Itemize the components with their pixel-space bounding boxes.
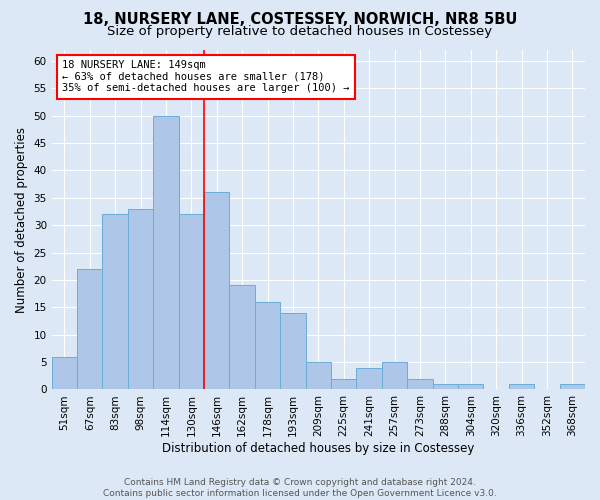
Bar bbox=[229, 286, 255, 390]
Bar bbox=[356, 368, 382, 390]
Bar bbox=[204, 192, 229, 390]
Y-axis label: Number of detached properties: Number of detached properties bbox=[15, 126, 28, 312]
Bar bbox=[458, 384, 484, 390]
Bar bbox=[128, 209, 153, 390]
Bar bbox=[331, 378, 356, 390]
X-axis label: Distribution of detached houses by size in Costessey: Distribution of detached houses by size … bbox=[162, 442, 475, 455]
Text: 18, NURSERY LANE, COSTESSEY, NORWICH, NR8 5BU: 18, NURSERY LANE, COSTESSEY, NORWICH, NR… bbox=[83, 12, 517, 28]
Text: Size of property relative to detached houses in Costessey: Size of property relative to detached ho… bbox=[107, 25, 493, 38]
Bar bbox=[407, 378, 433, 390]
Bar bbox=[560, 384, 585, 390]
Bar bbox=[103, 214, 128, 390]
Bar bbox=[179, 214, 204, 390]
Bar bbox=[77, 269, 103, 390]
Text: Contains HM Land Registry data © Crown copyright and database right 2024.
Contai: Contains HM Land Registry data © Crown c… bbox=[103, 478, 497, 498]
Bar bbox=[153, 116, 179, 390]
Bar bbox=[509, 384, 534, 390]
Bar bbox=[382, 362, 407, 390]
Text: 18 NURSERY LANE: 149sqm
← 63% of detached houses are smaller (178)
35% of semi-d: 18 NURSERY LANE: 149sqm ← 63% of detache… bbox=[62, 60, 350, 94]
Bar bbox=[52, 356, 77, 390]
Bar bbox=[433, 384, 458, 390]
Bar bbox=[255, 302, 280, 390]
Bar bbox=[280, 313, 305, 390]
Bar bbox=[305, 362, 331, 390]
